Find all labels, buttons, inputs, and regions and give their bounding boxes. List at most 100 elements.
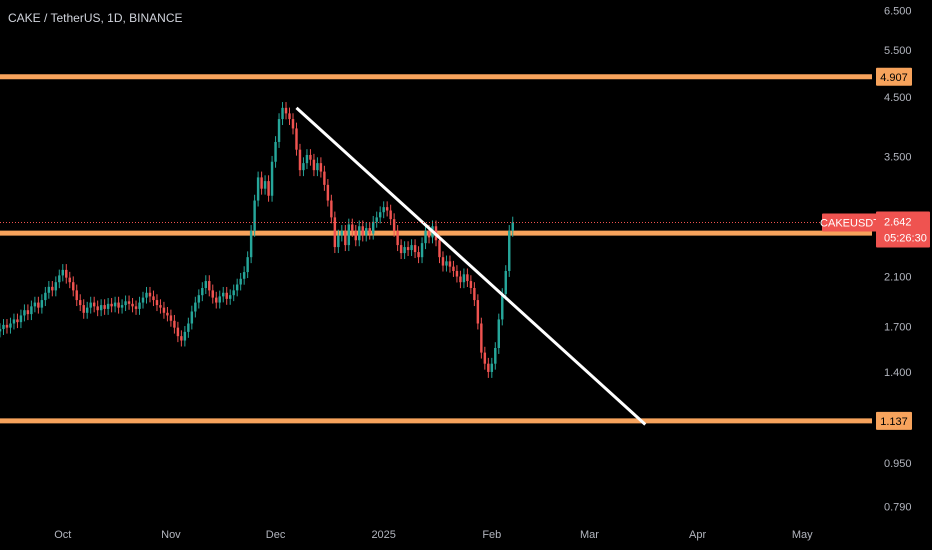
candle [424,225,427,250]
candle [228,289,232,305]
candle [54,276,58,297]
candle-body [103,305,106,309]
candle [337,229,340,254]
candle [469,275,473,294]
candle-body [358,226,361,241]
candle [176,321,180,343]
candle-body [131,303,134,307]
candle-body [106,303,110,309]
candle [406,241,410,257]
candle [270,155,274,202]
candle-body [323,171,326,185]
candle-body [61,269,65,276]
candle [12,313,16,330]
current-price-label: 2.642 [884,216,912,228]
candle [410,239,413,257]
candle [375,211,378,228]
candle [263,175,267,195]
candle-body [190,311,194,324]
y-tick-label: 2.100 [884,272,912,284]
x-tick-label: 2025 [371,529,395,541]
candle-body [309,154,312,160]
candle [281,102,284,126]
candle [96,300,99,317]
x-tick-label: May [792,529,813,541]
candle-body [75,290,78,301]
candle-body [148,292,152,297]
candle-body [155,300,159,306]
y-tick-label: 5.500 [884,45,912,57]
candle [232,284,235,302]
candle [448,255,452,273]
candle-body [222,292,225,297]
candle-body [85,307,89,313]
candle [2,319,5,335]
candle [417,246,420,264]
candle [173,314,176,334]
candle-body [375,217,378,222]
candle-body [246,257,249,273]
level-badge [876,411,912,430]
candle [403,241,406,260]
candle-body [47,286,51,293]
candle-body [253,200,256,231]
candle [508,225,511,277]
candle-body [340,230,344,236]
candle-body [235,284,239,291]
candle-body [354,230,357,241]
candle [134,300,138,315]
candle [99,299,103,317]
candle [441,251,445,272]
candle-body [511,222,514,231]
candle [504,265,507,300]
candle [480,317,483,359]
candle [23,304,26,322]
candle-body [382,207,385,213]
candle-body [12,319,16,324]
candle-body [33,302,37,307]
candle [218,290,221,309]
candle-body [113,302,117,307]
candle [389,204,392,226]
candle [222,286,225,303]
candle [312,153,316,177]
x-tick-label: Dec [266,529,286,541]
candle-body [187,323,190,332]
candle-body [441,257,445,266]
candle-body [378,212,382,218]
candle [298,143,302,177]
candle-body [30,306,33,315]
candle [65,264,68,284]
candle [344,225,347,252]
candle [445,255,448,272]
candle-body [68,277,71,283]
candle-body [438,240,441,258]
candle-body [19,315,23,323]
candle [145,286,148,304]
candle-body [459,276,462,283]
candle [368,222,371,240]
candle [106,298,110,315]
candle-body [218,296,221,303]
candle-body [166,312,169,316]
candle [487,357,490,378]
candle [382,201,385,219]
candle-body [417,252,420,258]
x-tick-label: Nov [161,529,181,541]
candle [358,220,361,247]
candle-body [110,303,113,307]
candle-body [26,310,30,315]
candle-body [427,230,431,238]
candle [79,294,82,312]
candle-body [277,119,281,142]
candle [466,268,469,288]
trendline[interactable] [295,106,647,426]
candle [215,291,218,309]
candle-body [138,302,141,309]
candle-body [239,278,242,285]
candle-body [124,301,127,306]
candle [483,346,487,370]
candle [33,296,37,313]
candle [490,357,494,378]
